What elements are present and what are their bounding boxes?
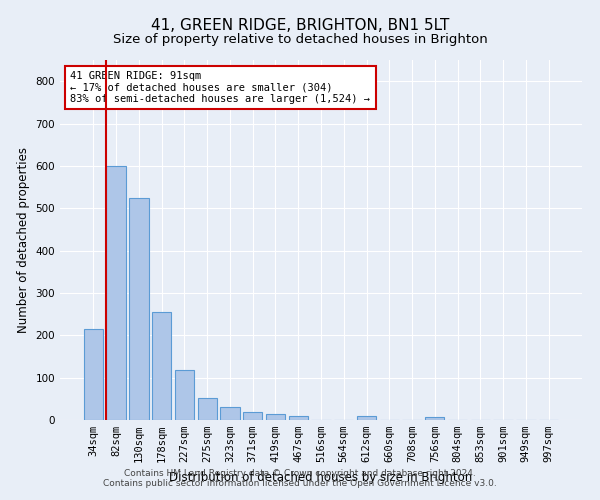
Bar xyxy=(152,312,172,420)
Bar xyxy=(243,412,262,420)
Text: Contains HM Land Registry data © Crown copyright and database right 2024.: Contains HM Land Registry data © Crown c… xyxy=(124,469,476,478)
Bar xyxy=(84,329,103,420)
Bar xyxy=(289,416,308,420)
Bar xyxy=(106,166,126,420)
Bar xyxy=(266,414,285,420)
Text: Contains public sector information licensed under the Open Government Licence v3: Contains public sector information licen… xyxy=(103,479,497,488)
Bar xyxy=(357,416,376,420)
X-axis label: Distribution of detached houses by size in Brighton: Distribution of detached houses by size … xyxy=(169,470,473,484)
Text: 41 GREEN RIDGE: 91sqm
← 17% of detached houses are smaller (304)
83% of semi-det: 41 GREEN RIDGE: 91sqm ← 17% of detached … xyxy=(70,71,370,104)
Bar xyxy=(197,398,217,420)
Text: 41, GREEN RIDGE, BRIGHTON, BN1 5LT: 41, GREEN RIDGE, BRIGHTON, BN1 5LT xyxy=(151,18,449,32)
Bar xyxy=(220,408,239,420)
Bar xyxy=(129,198,149,420)
Y-axis label: Number of detached properties: Number of detached properties xyxy=(17,147,30,333)
Bar xyxy=(425,416,445,420)
Bar xyxy=(175,370,194,420)
Text: Size of property relative to detached houses in Brighton: Size of property relative to detached ho… xyxy=(113,32,487,46)
